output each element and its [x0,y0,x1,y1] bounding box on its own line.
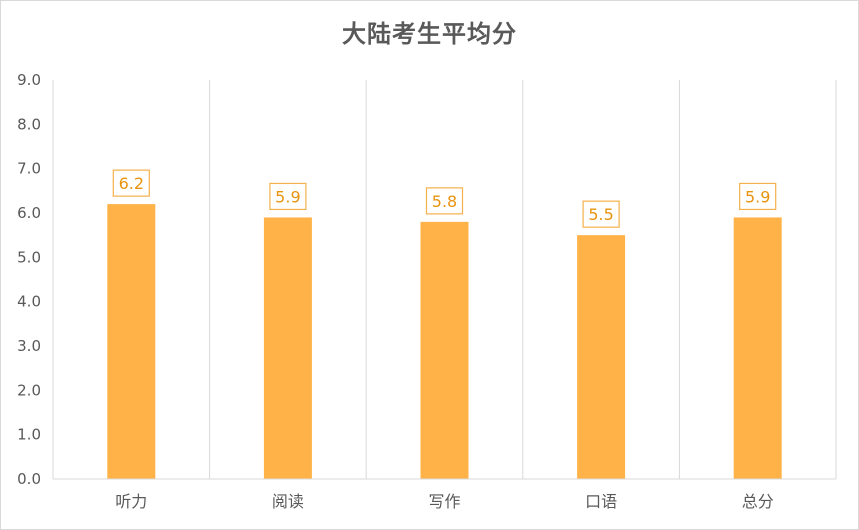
data-label-box [739,182,777,211]
data-label: 5.9 [275,187,300,206]
y-tick-label: 6.0 [17,204,41,222]
data-labels: 6.2 5.9 5.8 5.5 5.9 [112,169,777,228]
data-label: 5.8 [432,192,457,211]
y-tick-label: 7.0 [17,160,41,178]
x-tick-label: 口语 [585,492,617,511]
data-label-box [582,200,620,228]
x-tick-label: 写作 [428,492,460,511]
data-label-box [269,182,307,211]
bar [577,235,626,479]
data-label: 5.5 [588,205,613,224]
bar [107,204,156,479]
y-tick-label: 8.0 [17,115,41,133]
bar [733,217,782,479]
x-tick-label: 阅读 [272,492,304,511]
bar [263,217,312,479]
x-axis: 听力 阅读 写作 口语 总分 [53,478,836,511]
data-label-box [425,187,464,215]
y-tick-label: 9.0 [17,71,41,89]
y-tick-label: 2.0 [17,381,41,399]
y-tick-label: 4.0 [17,293,41,311]
y-tick-label: 1.0 [17,426,41,444]
y-tick-label: 0.0 [17,470,41,488]
x-tick-label: 总分 [742,492,774,511]
bar [420,221,469,479]
chart-title: 大陆考生平均分 [342,20,517,48]
data-label: 6.2 [119,174,144,193]
y-axis: 0.0 1.0 2.0 3.0 4.0 5.0 6.0 7.0 8.0 9.0 [17,71,41,488]
x-tick-label: 听力 [115,492,147,511]
data-label: 5.9 [745,187,770,206]
y-tick-label: 3.0 [17,337,41,355]
data-label-box [112,169,150,197]
bars [107,204,782,479]
y-tick-label: 5.0 [17,248,41,266]
grid-lines [52,80,837,479]
